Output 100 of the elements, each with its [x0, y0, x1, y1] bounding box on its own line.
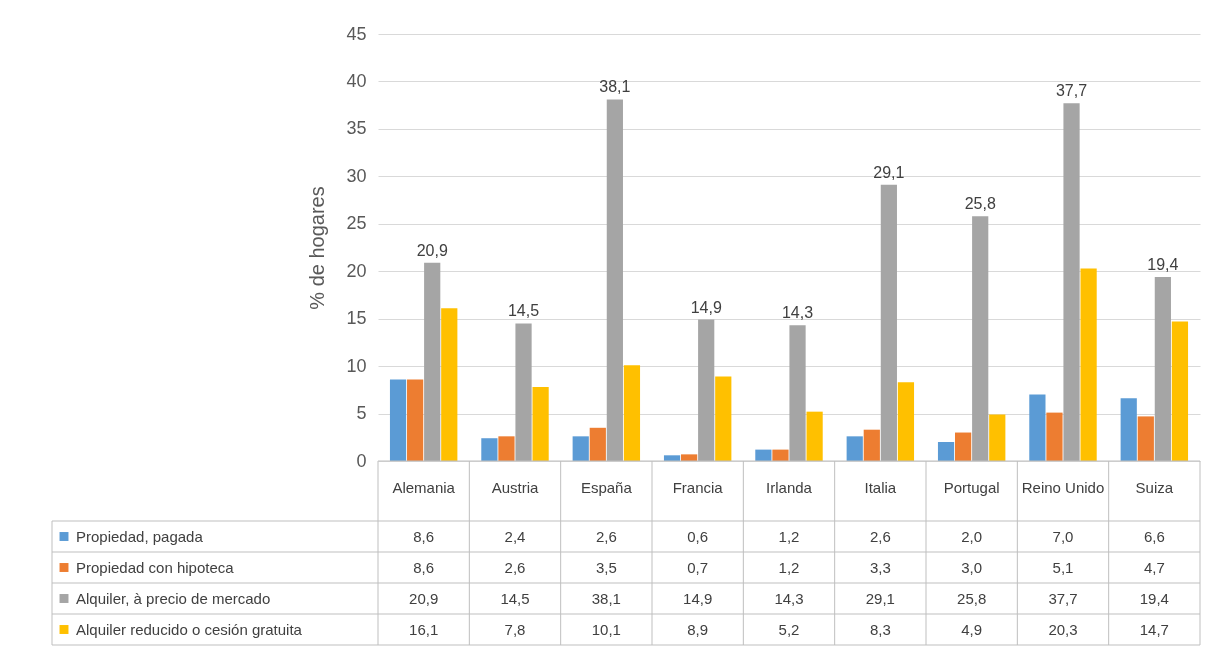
legend-label: Alquiler reducido o cesión gratuita [76, 620, 303, 638]
bar [1080, 268, 1097, 461]
data-label: 8,6 [413, 527, 435, 545]
bar [532, 386, 549, 461]
x-tick-label: Reino Unido [1021, 479, 1105, 496]
data-label: 19,4 [1139, 589, 1169, 607]
data-label: 8,9 [687, 620, 709, 638]
data-label: 14,9 [683, 589, 713, 607]
text: 19,4 [1147, 255, 1179, 273]
bar [937, 442, 955, 461]
data-label: 25,8 [957, 589, 987, 607]
bar [441, 308, 458, 461]
data-label: 1,2 [778, 527, 800, 545]
data-label: 4,7 [1143, 558, 1165, 576]
bar [806, 411, 823, 461]
bar [1137, 416, 1154, 461]
x-tick-label: Francia [672, 479, 724, 496]
bar [481, 438, 498, 461]
data-label: 2,6 [595, 527, 617, 545]
bar [515, 323, 532, 461]
text: 37,7 [1055, 82, 1088, 100]
bar [880, 184, 897, 461]
text: 25,8 [964, 195, 996, 213]
text: 14,5 [507, 302, 540, 320]
data-label: 38,1 [591, 589, 621, 607]
x-tick-label: Portugal [943, 479, 1000, 496]
y-tick-label: 15 [346, 308, 367, 329]
data-label: 10,1 [591, 620, 621, 638]
bar [755, 449, 772, 461]
data-label: 0,6 [687, 527, 709, 545]
y-tick-label: 10 [346, 355, 367, 376]
bar [1063, 103, 1080, 461]
bar [789, 325, 806, 461]
legend-label: Propiedad con hipoteca [76, 558, 235, 576]
y-tick-label: 40 [346, 70, 367, 91]
bar [972, 216, 989, 461]
data-label: 14,5 [500, 589, 530, 607]
bar [389, 379, 407, 461]
x-tick-label: Austria [491, 479, 539, 496]
legend-label: Propiedad, pagada [76, 527, 204, 545]
y-tick-label: 45 [346, 23, 367, 44]
data-label: 5,2 [778, 620, 800, 638]
bar [955, 432, 972, 461]
data-label: 2,6 [504, 558, 526, 576]
y-axis-title: % de hogares [306, 186, 329, 310]
data-label: 16,1 [409, 620, 439, 638]
x-tick-label: Irlanda [766, 479, 813, 496]
bar [1029, 394, 1046, 461]
x-tick-label: Italia [864, 479, 897, 496]
bar [606, 99, 623, 461]
data-label: 20,9 [409, 589, 439, 607]
y-tick-label: 5 [356, 403, 367, 424]
data-label: 3,3 [869, 558, 891, 576]
data-label: 7,0 [1052, 527, 1074, 545]
bar [1120, 398, 1137, 461]
text: 20,9 [416, 241, 448, 259]
y-tick-label: 35 [346, 118, 367, 139]
bar [572, 436, 589, 461]
bar [698, 319, 715, 461]
data-label: 20,3 [1048, 620, 1078, 638]
bar [772, 449, 789, 461]
data-label: 2,6 [869, 527, 891, 545]
data-label: 14,7 [1139, 620, 1169, 638]
data-label: 1,2 [778, 558, 800, 576]
bar [897, 382, 915, 461]
x-tick-label: España [580, 479, 633, 496]
data-label: 3,5 [595, 558, 617, 576]
bar [846, 436, 863, 461]
y-tick-label: 30 [346, 165, 367, 186]
data-label: 8,6 [413, 558, 435, 576]
bar [623, 365, 641, 461]
data-label: 6,6 [1143, 527, 1165, 545]
bar [407, 379, 424, 461]
data-label: 37,7 [1048, 589, 1078, 607]
text: 14,9 [690, 298, 722, 316]
x-tick-label: Alemania [392, 479, 456, 496]
x-tick-label: Suiza [1135, 479, 1174, 496]
bar [424, 262, 441, 461]
y-tick-label: 25 [346, 213, 367, 234]
bar [989, 414, 1006, 461]
bar [715, 376, 732, 461]
bar [589, 427, 606, 461]
data-label: 7,8 [504, 620, 526, 638]
y-tick-label: 20 [346, 260, 367, 281]
bar [1154, 276, 1171, 461]
data-label: 2,4 [504, 527, 526, 545]
y-tick-label: 0 [356, 450, 367, 471]
bar [863, 429, 880, 461]
data-label: 2,0 [961, 527, 983, 545]
data-label: 29,1 [865, 589, 895, 607]
text: 14,3 [781, 304, 814, 322]
text: 29,1 [873, 163, 905, 181]
bar [1171, 321, 1189, 461]
data-label: 5,1 [1052, 558, 1074, 576]
data-label: 4,9 [961, 620, 983, 638]
data-label: 0,7 [687, 558, 709, 576]
data-label: 8,3 [869, 620, 891, 638]
data-label: 3,0 [961, 558, 983, 576]
data-label: 14,3 [774, 589, 804, 607]
bar [498, 436, 515, 461]
